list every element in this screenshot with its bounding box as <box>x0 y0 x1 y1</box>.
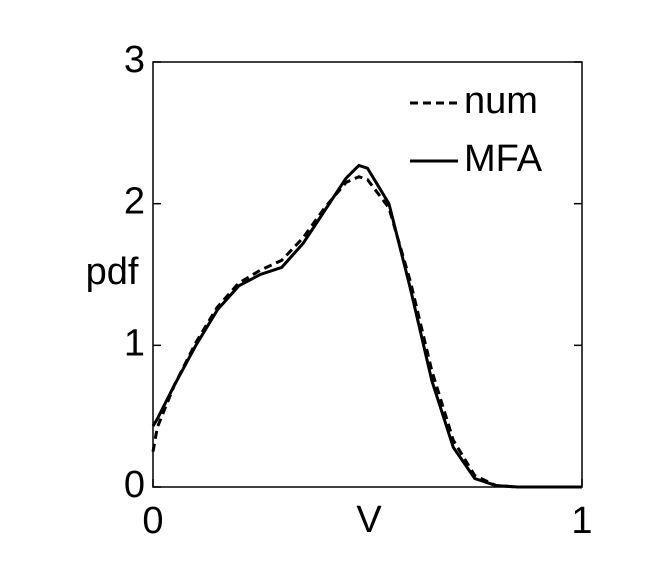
y-axis-label: pdf <box>86 251 139 293</box>
x-tick-label: 0 <box>142 500 163 542</box>
series-line <box>151 163 582 489</box>
y-tick-label: 3 <box>124 39 145 81</box>
y-tick-label: 0 <box>124 464 145 506</box>
legend-label: num <box>464 80 538 122</box>
x-axis-label: V <box>356 499 382 541</box>
series-line <box>151 175 582 489</box>
legend-label: MFA <box>464 138 543 180</box>
plot-frame <box>152 61 583 488</box>
y-tick-label: 1 <box>124 322 145 364</box>
x-tick-label: 1 <box>571 500 592 542</box>
y-tick-label: 2 <box>124 181 145 223</box>
